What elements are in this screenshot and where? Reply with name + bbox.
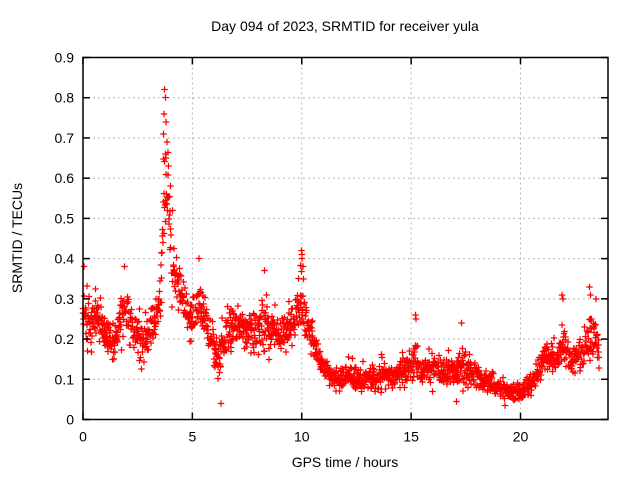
x-tick-label: 10 (294, 429, 310, 445)
axis-ticks (82, 56, 608, 421)
chart-title: Day 094 of 2023, SRMTID for receiver yul… (211, 18, 479, 34)
x-axis-label: GPS time / hours (292, 454, 399, 470)
y-tick-label: 0.2 (55, 331, 75, 347)
y-tick-label: 0 (66, 412, 74, 428)
y-tick-label: 0.3 (55, 291, 75, 307)
y-tick-label: 0.7 (55, 130, 75, 146)
scatter-series-srmtid (79, 86, 603, 409)
data-points-layer (79, 86, 603, 409)
y-tick-label: 0.6 (55, 170, 75, 186)
y-tick-label: 0.5 (55, 210, 75, 226)
x-tick-label: 0 (79, 429, 87, 445)
tick-labels: 0 0.1 0.2 0.3 0.4 0.5 0.6 0.7 0.8 0.9 0 5 10 15 20 (55, 50, 529, 445)
x-tick-label: 5 (188, 429, 196, 445)
y-tick-label: 0.4 (55, 251, 75, 267)
y-tick-label: 0.9 (55, 50, 75, 66)
y-axis-label: SRMTID / TECUs (9, 183, 25, 293)
y-tick-label: 0.8 (55, 90, 75, 106)
grid-lines (83, 57, 608, 420)
x-tick-label: 20 (513, 429, 529, 445)
x-tick-label: 15 (403, 429, 419, 445)
plot-border (82, 56, 609, 421)
y-tick-label: 0.1 (55, 371, 75, 387)
